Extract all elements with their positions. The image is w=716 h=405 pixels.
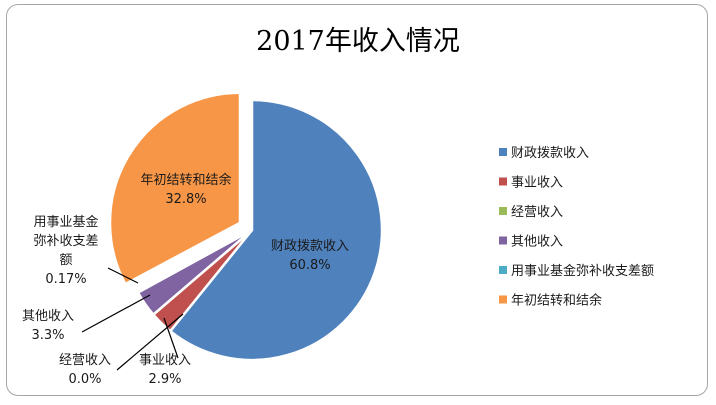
slice-4-label-value: 0.17%: [45, 272, 86, 287]
slice-5: [108, 91, 242, 286]
slice-3-label-name: 其他收入: [22, 309, 74, 324]
slice-2-leader-line: [116, 313, 184, 371]
legend-label-4: 用事业基金弥补收支差额: [511, 263, 654, 279]
slice-0-label-name: 财政拨款收入: [271, 239, 349, 254]
data-labels: 财政拨款收入 60.8% 事业收入 2.9% 经营收入 0.0% 其他收入 3.3% 用事业基金…: [22, 172, 349, 387]
legend-label-5: 年初结转和结余: [511, 293, 602, 309]
legend-swatch-3: [499, 236, 507, 245]
slice-1-label-name: 事业收入: [139, 353, 191, 368]
legend-swatch-2: [499, 207, 507, 215]
slice-4-label-name: 弥补收支差: [33, 233, 98, 249]
slice-0: [168, 98, 384, 362]
legend-swatch-5: [499, 295, 507, 304]
legend-label-0: 财政拨款收入: [511, 146, 589, 161]
chart-title: 2017年收入情况: [256, 26, 460, 57]
slice-5-label-value: 32.8%: [165, 192, 206, 207]
slice-5-label-name: 年初结转和结余: [140, 172, 231, 188]
slice-1-label-value: 2.9%: [148, 372, 181, 387]
slice-0-label-value: 60.8%: [289, 258, 330, 273]
slice-4: [135, 228, 253, 295]
pie-slices: [108, 91, 384, 362]
slice-3-leader-line: [81, 294, 151, 333]
slice-3-label-value: 3.3%: [31, 328, 64, 343]
slice-1-leader-line: [163, 317, 179, 359]
legend-label-3: 其他收入: [511, 235, 563, 250]
slice-4-label-name: 额: [59, 253, 72, 268]
legend-swatch-0: [499, 148, 507, 156]
legend-label-2: 经营收入: [511, 205, 563, 220]
legend-label-1: 事业收入: [511, 176, 563, 191]
legend-swatch-1: [499, 177, 507, 186]
slice-4-label-name: 用事业基金: [33, 214, 98, 230]
slice-4-leader-line: [107, 267, 139, 284]
legend-swatch-4: [499, 266, 507, 274]
slice-2-label-name: 经营收入: [59, 353, 111, 368]
slice-2-label-value: 0.0%: [68, 372, 101, 387]
leader-lines: [81, 267, 184, 371]
